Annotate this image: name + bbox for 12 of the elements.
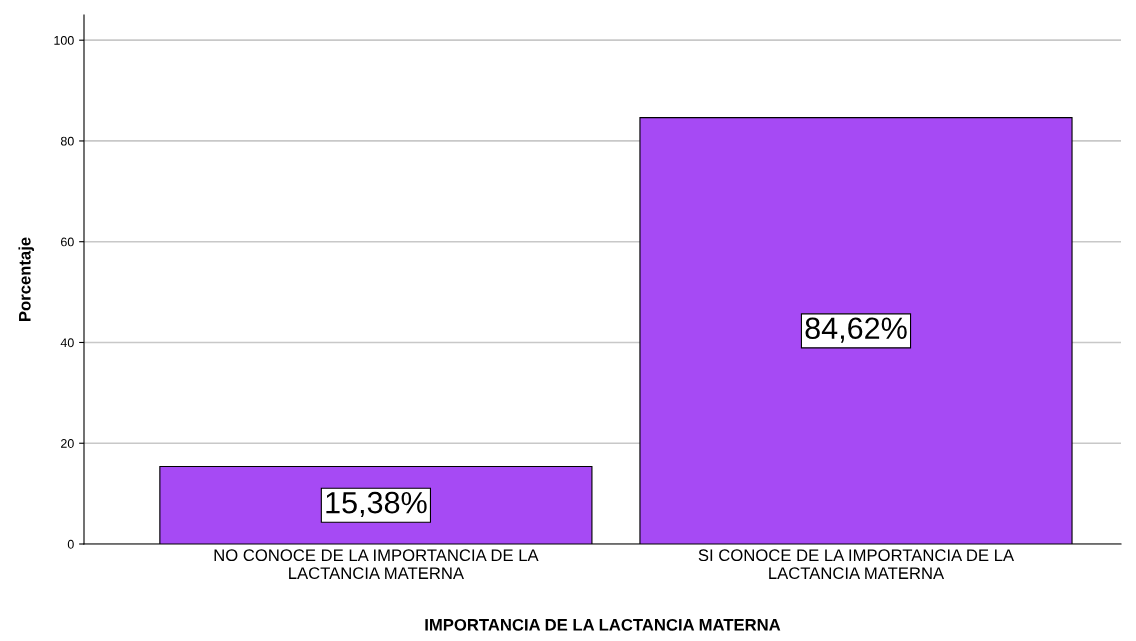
data-label: 84,62% xyxy=(805,317,907,343)
y-tick-label: 60 xyxy=(61,237,74,247)
x-axis-title: IMPORTANCIA DE LA LACTANCIA MATERNA xyxy=(425,618,781,631)
x-tick-label: SI CONOCE DE LA IMPORTANCIA DE LA LACTANCIA MATERNA xyxy=(698,549,1015,580)
y-tick-label: 100 xyxy=(54,35,74,45)
data-label: 15,38% xyxy=(326,491,427,518)
y-tick-label: 80 xyxy=(60,136,74,146)
y-axis-title: Porcentaje xyxy=(18,237,34,321)
y-tick-label: 40 xyxy=(60,338,74,348)
y-tick-label: 20 xyxy=(61,439,74,448)
y-tick-label: 0 xyxy=(67,539,74,549)
x-tick-label: NO CONOCE DE LA IMPORTANCIA DE LA LACTANCIA MATERNA xyxy=(214,549,539,580)
